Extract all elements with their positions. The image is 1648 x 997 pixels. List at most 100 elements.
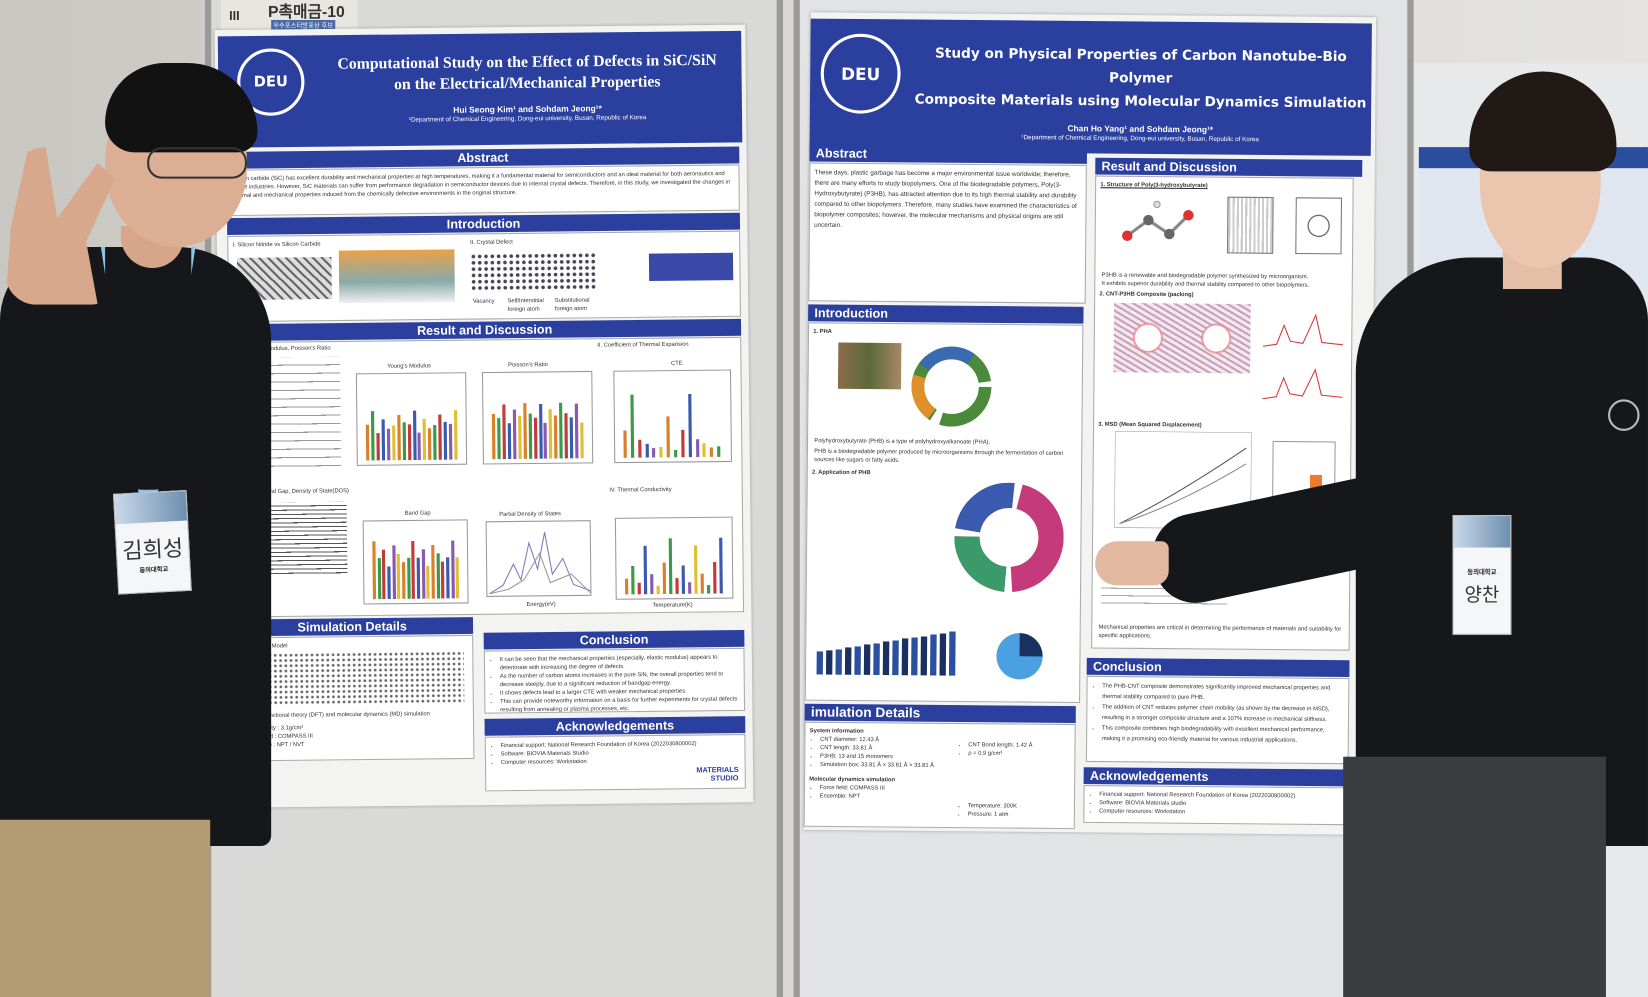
ack-item: Computer resources: Workstation xyxy=(501,756,741,767)
name-tag-name: 양찬 xyxy=(1464,584,1500,606)
chart-bar xyxy=(652,448,656,458)
defect-label: Vacancy xyxy=(472,298,495,305)
market-bar xyxy=(844,647,852,675)
chart-bar xyxy=(431,545,435,599)
chart-bar xyxy=(416,557,421,599)
right-person-pants xyxy=(1343,756,1606,997)
name-tag-right: 동의대학교 양찬 xyxy=(1452,514,1512,635)
chart-bar xyxy=(417,432,422,460)
chart-bar xyxy=(631,566,635,595)
chart-bar xyxy=(719,537,723,594)
chart-bar xyxy=(650,574,654,595)
chart-bar xyxy=(522,402,527,459)
chart-bar xyxy=(637,582,641,595)
result-label: 3. MSD (Mean Squared Displacement) xyxy=(1098,421,1202,429)
chart-bar xyxy=(681,430,685,458)
logo-text: DEU xyxy=(253,73,288,91)
result-label: 2. CNT-P3HB Composite (packing) xyxy=(1099,291,1194,299)
chart-bar xyxy=(543,422,548,459)
right-conclusion-box: The PHB-CNT composite demonstrates signi… xyxy=(1085,675,1350,765)
name-tag-name: 김희성 xyxy=(121,536,184,564)
left-person-pants xyxy=(0,819,211,997)
chart-bar xyxy=(402,422,406,461)
board-marker: III xyxy=(229,8,240,24)
band-structure-image xyxy=(262,501,348,577)
intro-label: II. Crystal Defect xyxy=(470,239,513,247)
chart-bar xyxy=(643,546,648,595)
chart-bar xyxy=(411,541,416,599)
ack-item: Computer resources: Workstation xyxy=(1099,807,1343,818)
chart-bar xyxy=(502,404,506,460)
chart-bar xyxy=(624,578,629,595)
band-gap-chart xyxy=(362,519,469,605)
market-bar xyxy=(892,640,899,676)
composite-packing-images xyxy=(1113,302,1251,374)
chart-bar xyxy=(707,585,711,594)
mechanical-note: Mechanical properties are critical in de… xyxy=(1098,624,1342,640)
left-ack-heading: Acknowledgements xyxy=(484,716,746,736)
chart-title: II. Coefficient of Thermal Expansion xyxy=(597,341,689,349)
chart-bar xyxy=(433,425,437,460)
tag-header-image xyxy=(1453,516,1511,548)
right-conclusion-heading: Conclusion xyxy=(1086,657,1350,678)
data-table-image xyxy=(261,356,342,474)
youngs-modulus-chart xyxy=(355,372,468,466)
chart-bar xyxy=(681,565,686,594)
name-tag-affiliation: 동의대학교 xyxy=(1467,569,1497,576)
chart-bar xyxy=(372,541,377,600)
pha-photos xyxy=(837,342,902,390)
cnt-end-view-image xyxy=(1295,197,1343,255)
conclusion-item: This can provide noteworthy information … xyxy=(500,695,740,713)
market-bar xyxy=(930,634,937,676)
chart-bar xyxy=(512,409,517,459)
university-logo: DEU xyxy=(820,33,901,114)
chart-bar xyxy=(559,402,564,459)
device-diagram-image xyxy=(338,249,455,304)
cnt-side-view-image xyxy=(1226,196,1274,254)
chart-bar xyxy=(455,557,460,599)
chart-bar xyxy=(687,393,692,458)
axis-label: Temperature(K) xyxy=(652,602,693,609)
chart-bar xyxy=(396,414,401,461)
chart-bar xyxy=(554,415,558,459)
chart-bar xyxy=(702,443,707,457)
defect-lattice-images xyxy=(470,252,597,292)
intro-label: 1. PHA xyxy=(813,328,832,336)
left-poster-title-line2: on the Electrical/Mechanical Properties xyxy=(394,73,661,94)
chart-bar xyxy=(688,581,692,594)
glasses xyxy=(147,147,247,179)
right-introduction-box: 1. PHA Polyhydroxybutyrate (PHB) is a ty… xyxy=(804,322,1084,704)
chart-bar xyxy=(386,428,391,461)
chart-bar xyxy=(580,422,584,459)
result-label: 1. Structure of Poly(3-hydroxybutyrate) xyxy=(1100,181,1208,190)
chart-bar xyxy=(668,538,673,594)
chart-bar xyxy=(446,557,450,599)
chart-title: Band Gap, Density of State(DOS) xyxy=(262,488,349,496)
md-item: Ensemble: NPT xyxy=(820,792,957,802)
chart-bar xyxy=(659,446,663,458)
chart-bar xyxy=(662,562,667,595)
molecular-models-image xyxy=(241,650,465,706)
materials-studio-logo: MATERIALS STUDIO xyxy=(696,766,739,783)
chart-bar xyxy=(674,450,678,458)
chart-bar xyxy=(391,425,396,461)
chart-title: Partial Density of States xyxy=(499,511,561,518)
right-poster-department: ¹Department of Chemical Engineering, Don… xyxy=(1021,134,1259,144)
chart-bar xyxy=(623,430,627,458)
left-result-box: I. Modulus, Poisson's Ratio Young's Modu… xyxy=(228,336,745,618)
right-poster-title-line2: Composite Materials using Molecular Dyna… xyxy=(914,91,1367,112)
jacket-logo-icon xyxy=(1608,399,1640,431)
right-poster: DEU Study on Physical Properties of Carb… xyxy=(803,12,1377,835)
chart-bar xyxy=(401,561,406,599)
chart-bar xyxy=(528,413,532,459)
chart-title: Band Gap xyxy=(404,510,431,517)
chart-bar xyxy=(491,413,496,460)
pdos-chart xyxy=(485,520,592,597)
p3hb-molecule-image xyxy=(1122,200,1194,241)
chart-bar xyxy=(645,444,649,458)
tag-header-image xyxy=(114,491,188,525)
chart-title: Poisson's Ratio xyxy=(508,361,548,369)
chart-bar xyxy=(693,545,698,594)
left-abstract-text: Silicon carbide (SiC) has excellent dura… xyxy=(226,164,740,217)
